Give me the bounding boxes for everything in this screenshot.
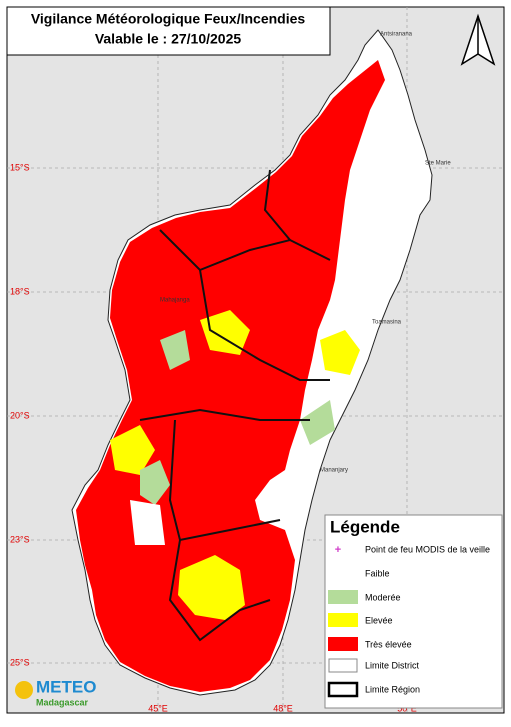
legend-swatch — [328, 613, 358, 627]
region-boundary — [168, 539, 271, 642]
region-boundary — [199, 269, 330, 381]
longitude-label: 48°E — [273, 703, 293, 713]
region-boundary — [139, 408, 310, 421]
logo-name: METEO — [36, 677, 96, 696]
legend-swatch — [328, 566, 358, 580]
high-zone — [178, 555, 245, 620]
title-box — [6, 6, 331, 56]
longitude-label: 45°E — [148, 703, 168, 713]
place-label: Ste Marie — [425, 161, 451, 167]
legend-label: Elevée — [365, 615, 393, 625]
latitude-label: 18°S — [10, 286, 30, 296]
moderate-zone — [300, 400, 335, 445]
moderate-zone — [160, 330, 190, 370]
region-boundary — [159, 229, 331, 272]
place-label: Mananjary — [320, 468, 348, 474]
subtitle: Valable le : 27/10/2025 — [95, 31, 242, 47]
high-zone — [320, 330, 360, 375]
legend-title: Légende — [330, 517, 400, 536]
north-arrow — [460, 13, 496, 66]
legend-swatch — [327, 681, 359, 698]
region-boundary — [263, 169, 291, 241]
legend-label: Point de feu MODIS de la veille — [365, 544, 490, 554]
place-label: Toamasina — [372, 320, 402, 326]
legend-swatch — [328, 637, 358, 651]
latitude-label: 25°S — [10, 657, 30, 667]
legend-label: Très élevée — [365, 639, 412, 649]
high-zone — [200, 310, 250, 355]
legend-label: Moderée — [365, 592, 401, 602]
latitude-label: 15°S — [10, 162, 30, 172]
legend-box — [324, 514, 503, 709]
logo-sun — [15, 681, 33, 699]
title: Vigilance Météorologique Feux/Incendies — [31, 11, 306, 27]
place-label: Antsiranana — [380, 32, 413, 38]
legend-swatch — [328, 658, 358, 673]
logo-subtitle: Madagascar — [36, 697, 89, 707]
legend-swatch — [328, 590, 358, 604]
latitude-label: 23°S — [10, 534, 30, 544]
legend-label: Faible — [365, 568, 390, 578]
low-zone — [130, 500, 165, 545]
legend-label: Limite District — [365, 660, 420, 670]
latitude-label: 20°S — [10, 410, 30, 420]
fire-point-symbol: + — [335, 544, 341, 556]
place-label: Mahajanga — [160, 298, 190, 304]
high-zone — [110, 425, 155, 475]
legend-label: Limite Région — [365, 684, 420, 694]
moderate-zone — [140, 460, 170, 505]
